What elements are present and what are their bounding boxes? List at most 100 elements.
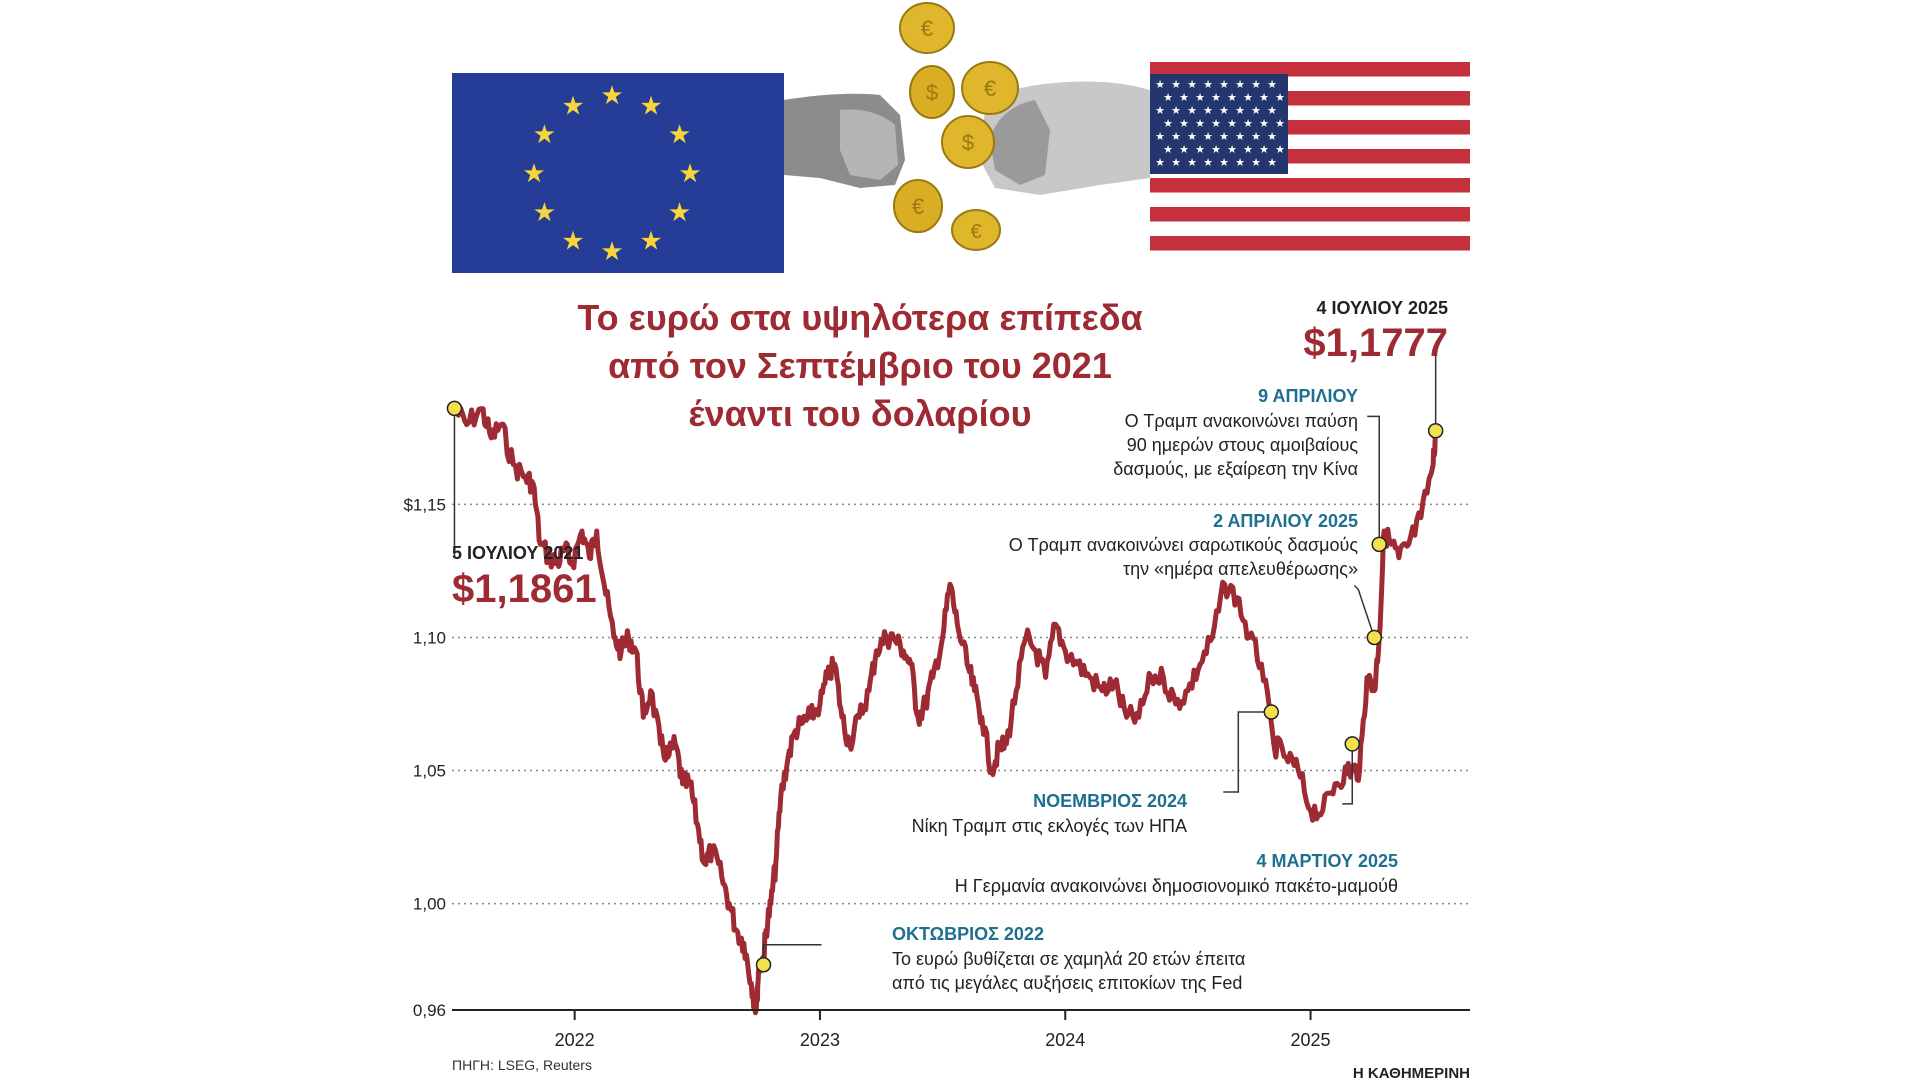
x-axis: 2022 2023 2024 2025	[555, 1010, 1331, 1050]
us-star-icon: ★	[1235, 79, 1245, 91]
annotation-markers	[446, 400, 1444, 973]
annotation-apr2-line-1: Ο Τραμπ ανακοινώνει σαρωτικούς δασμούς	[1009, 535, 1359, 555]
x-tick-label: 2023	[800, 1030, 840, 1050]
us-star-icon: ★	[1251, 79, 1261, 91]
chart-title: Το ευρώ στα υψηλότερα επίπεδα από τον Σε…	[577, 297, 1142, 434]
annotation-marker	[1371, 536, 1387, 553]
eu-star-icon: ★	[678, 158, 701, 188]
svg-text:$: $	[926, 80, 938, 105]
us-star-icon: ★	[1163, 144, 1173, 156]
title-line-2: από τον Σεπτέμβριο του 2021	[608, 345, 1112, 386]
us-star-icon: ★	[1267, 79, 1277, 91]
us-star-icon: ★	[1171, 131, 1181, 143]
y-axis: $1,15 1,10 1,05 1,00 0,96	[403, 495, 446, 1020]
annotation-marker	[446, 400, 463, 417]
annotation-apr2-line-2: την «ημέρα απελευθέρωσης»	[1123, 559, 1358, 579]
us-star-icon: ★	[1171, 105, 1181, 117]
us-star-icon: ★	[1203, 79, 1213, 91]
annotation-oct2022: ΟΚΤΩΒΡΙΟΣ 2022 Το ευρώ βυθίζεται σε χαμη…	[892, 924, 1245, 993]
annotation-apr9-line-1: Ο Τραμπ ανακοινώνει παύση	[1125, 411, 1358, 431]
us-star-icon: ★	[1251, 105, 1261, 117]
us-star-icon: ★	[1203, 157, 1213, 169]
us-stripe	[1150, 207, 1470, 222]
svg-text:€: €	[912, 194, 924, 219]
eu-star-icon: ★	[600, 236, 623, 266]
y-tick-label: 0,96	[413, 1001, 446, 1020]
annotation-connector	[1223, 711, 1272, 793]
us-stripe	[1150, 221, 1470, 236]
annotation-nov2024-line-1: Νίκη Τραμπ στις εκλογές των ΗΠΑ	[912, 816, 1187, 836]
source-note: ΠΗΓΗ: LSEG, Reuters	[452, 1057, 592, 1073]
us-star-icon: ★	[1211, 92, 1221, 104]
annotation-marker	[1366, 629, 1383, 646]
us-star-icon: ★	[1275, 118, 1285, 130]
us-stripe	[1150, 236, 1470, 251]
annotation-connector	[1342, 743, 1354, 805]
annotation-mar2025-line-1: Η Γερμανία ανακοινώνει δημοσιονομικό πακ…	[955, 876, 1398, 896]
eu-star-icon: ★	[668, 197, 691, 227]
us-star-icon: ★	[1195, 92, 1205, 104]
us-star-icon: ★	[1211, 118, 1221, 130]
us-star-icon: ★	[1259, 144, 1269, 156]
annotation-connector	[1353, 584, 1376, 638]
eu-star-icon: ★	[561, 90, 584, 120]
us-star-icon: ★	[1155, 131, 1165, 143]
annotation-apr2-date: 2 ΑΠΡΙΛΙΟΥ 2025	[1213, 511, 1358, 531]
us-star-icon: ★	[1219, 79, 1229, 91]
eu-star-icon: ★	[533, 197, 556, 227]
eu-star-icon: ★	[522, 158, 545, 188]
annotation-start: 5 ΙΟΥΛΙΟΥ 2021 $1,1861	[452, 543, 597, 611]
annotation-mar2025-date: 4 ΜΑΡΤΙΟΥ 2025	[1256, 851, 1398, 871]
us-star-icon: ★	[1259, 118, 1269, 130]
eu-star-icon: ★	[600, 80, 623, 110]
annotation-nov2024-date: ΝΟΕΜΒΡΙΟΣ 2024	[1033, 791, 1187, 811]
us-star-icon: ★	[1187, 105, 1197, 117]
us-star-icon: ★	[1187, 131, 1197, 143]
x-tick-label: 2025	[1291, 1030, 1331, 1050]
eu-flag-icon: ★★★★★★★★★ ★ ★★	[452, 73, 784, 273]
coins-icon: € € $ $ € €	[893, 2, 1019, 251]
annotation-marker	[755, 957, 772, 973]
us-star-icon: ★	[1243, 144, 1253, 156]
svg-text:€: €	[970, 221, 981, 243]
us-star-icon: ★	[1163, 118, 1173, 130]
us-star-icon: ★	[1179, 144, 1189, 156]
us-star-icon: ★	[1179, 118, 1189, 130]
eu-star-icon: ★	[639, 226, 662, 256]
us-stripe	[1150, 62, 1470, 77]
annotation-oct2022-line-1: Το ευρώ βυθίζεται σε χαμηλά 20 ετών έπει…	[892, 949, 1245, 969]
annotation-end: 4 ΙΟΥΛΙΟΥ 2025 $1,1777	[1303, 298, 1448, 365]
us-star-icon: ★	[1251, 157, 1261, 169]
us-star-icon: ★	[1275, 144, 1285, 156]
y-tick-label: 1,05	[413, 762, 446, 781]
us-star-icon: ★	[1219, 105, 1229, 117]
us-star-icon: ★	[1227, 118, 1237, 130]
annotation-mar2025: 4 ΜΑΡΤΙΟΥ 2025 Η Γερμανία ανακοινώνει δη…	[955, 851, 1398, 896]
us-star-icon: ★	[1251, 131, 1261, 143]
us-star-icon: ★	[1187, 79, 1197, 91]
annotation-start-value: $1,1861	[452, 567, 597, 611]
annotation-end-value: $1,1777	[1303, 321, 1448, 365]
annotation-oct2022-line-2: από τις μεγάλες αυξήσεις επιτοκίων της F…	[892, 973, 1242, 993]
x-tick-label: 2024	[1045, 1030, 1085, 1050]
us-star-icon: ★	[1243, 118, 1253, 130]
annotation-apr9: 9 ΑΠΡΙΛΙΟΥ Ο Τραμπ ανακοινώνει παύση 90 …	[1113, 386, 1358, 479]
us-star-icon: ★	[1211, 144, 1221, 156]
eu-star-icon: ★	[561, 226, 584, 256]
us-star-icon: ★	[1203, 105, 1213, 117]
svg-text:€: €	[984, 76, 996, 101]
title-line-3: έναντι του δολαρίου	[688, 393, 1031, 434]
us-star-icon: ★	[1219, 157, 1229, 169]
us-star-icon: ★	[1275, 92, 1285, 104]
y-tick-label: $1,15	[403, 495, 446, 514]
annotation-apr9-line-3: δασμούς, με εξαίρεση την Κίνα	[1113, 459, 1358, 479]
us-star-icon: ★	[1179, 92, 1189, 104]
us-star-icon: ★	[1267, 131, 1277, 143]
us-flag-icon: ★ ★ ★ ★ ★ ★ ★ ★★ ★ ★ ★ ★ ★ ★ ★★ ★ ★ ★ ★ ★ ★ ★★ ★ ★ ★ ★ ★ ★ ★★ ★ ★ ★ ★ ★ ★ ★…	[1150, 62, 1470, 251]
eu-star-icon: ★	[533, 119, 556, 149]
us-star-icon: ★	[1235, 131, 1245, 143]
us-star-icon: ★	[1195, 144, 1205, 156]
us-star-icon: ★	[1203, 131, 1213, 143]
